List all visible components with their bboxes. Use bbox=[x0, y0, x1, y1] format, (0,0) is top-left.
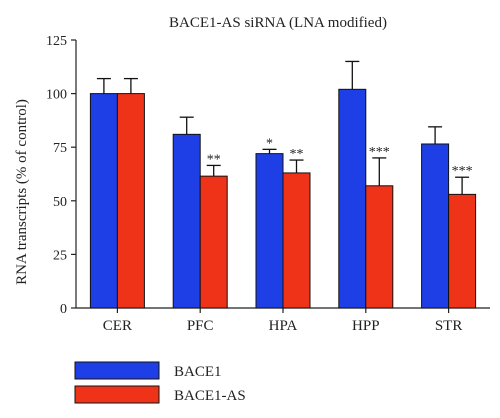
x-tick-label: HPP bbox=[352, 318, 380, 334]
significance-label: ** bbox=[290, 147, 304, 162]
bar bbox=[448, 193, 477, 309]
y-axis-label: RNA transcripts (% of control) bbox=[14, 99, 30, 285]
x-tick-label: STR bbox=[435, 318, 463, 334]
legend: BACE1 BACE1-AS bbox=[74, 361, 246, 404]
x-tick-label: PFC bbox=[187, 318, 214, 334]
x-tick-label: HPA bbox=[269, 318, 298, 334]
y-tick-label: 125 bbox=[46, 34, 67, 49]
legend-label: BACE1 bbox=[174, 364, 222, 380]
bar bbox=[172, 133, 201, 309]
y-tick-label: 100 bbox=[46, 88, 67, 103]
significance-label: *** bbox=[369, 145, 390, 160]
x-tick-label: CER bbox=[103, 318, 132, 334]
y-tick-label: 50 bbox=[53, 195, 67, 210]
significance-label: *** bbox=[452, 164, 473, 179]
bar bbox=[255, 153, 284, 309]
bar bbox=[338, 88, 367, 309]
bars: ***** ****** bbox=[89, 60, 477, 309]
bar bbox=[199, 175, 228, 309]
significance-label: * bbox=[266, 136, 273, 151]
legend-swatch bbox=[74, 385, 160, 404]
y-tick-label: 0 bbox=[60, 302, 67, 317]
bar bbox=[116, 93, 145, 309]
bar bbox=[365, 185, 394, 309]
bar bbox=[89, 93, 118, 309]
y-tick-label: 25 bbox=[53, 248, 67, 263]
chart-title: BACE1-AS siRNA (LNA modified) bbox=[169, 15, 387, 31]
bar bbox=[282, 172, 311, 309]
axes: 0 25 50 75 100 125 CER PFC HPA HPP STR bbox=[46, 34, 490, 334]
legend-label: BACE1-AS bbox=[174, 388, 246, 404]
legend-swatch bbox=[74, 361, 160, 380]
y-tick-label: 75 bbox=[53, 141, 67, 156]
bar bbox=[421, 143, 450, 309]
significance-label: ** bbox=[207, 152, 221, 167]
